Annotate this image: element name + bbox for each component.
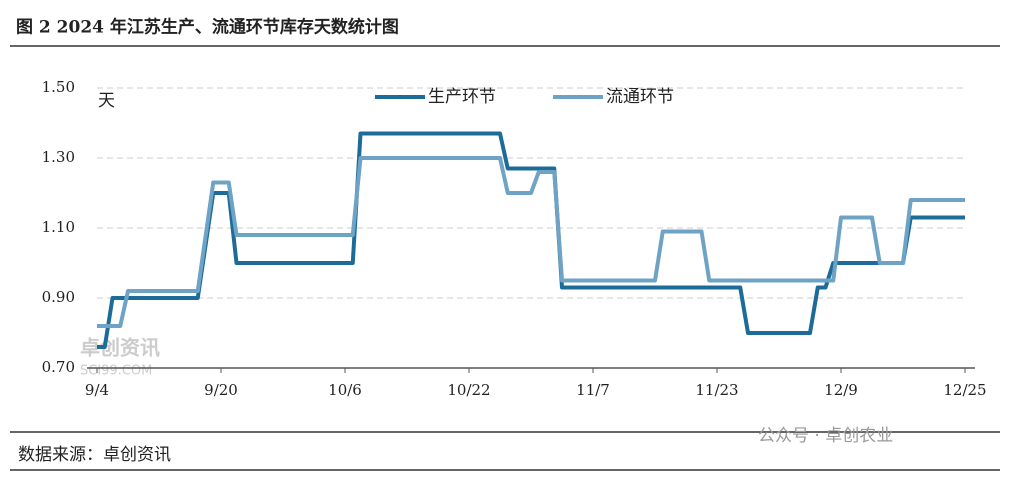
y-unit: 天 [98,91,115,111]
legend-label: 流通环节 [606,87,674,107]
x-tick-label: 10/22 [447,381,490,399]
x-tick-label: 11/23 [695,381,738,399]
x-tick-label: 12/25 [943,381,986,399]
legend-label: 生产环节 [428,87,496,107]
y-tick-label: 1.30 [42,148,75,166]
x-tick-label: 12/9 [824,381,858,399]
x-tick-label: 10/6 [328,381,362,399]
x-tick-label: 9/4 [85,381,109,399]
series-line [97,156,965,328]
chart-title: 图 2 2024 年江苏生产、流通环节库存天数统计图 [16,17,399,38]
x-tick-label: 9/20 [204,381,238,399]
y-tick-label: 0.90 [42,288,75,306]
watermark: 公众号 · 卓创农业 [758,426,893,446]
y-tick-label: 1.10 [42,218,75,236]
y-tick-label: 0.70 [42,358,75,376]
series-line [97,131,965,349]
x-tick-label: 11/7 [576,381,610,399]
watermark: SCI99.COM [80,364,152,379]
source: 数据来源：卓创资讯 [18,445,171,465]
y-tick-label: 1.50 [42,78,75,96]
watermark: 卓创资讯 [80,336,160,360]
